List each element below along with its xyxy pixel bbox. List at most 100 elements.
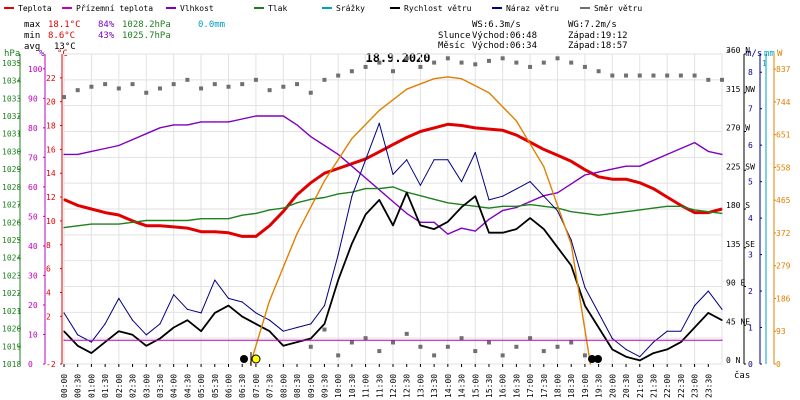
point-5-9 xyxy=(185,77,190,82)
axis-label-dir-7: 315 NW xyxy=(726,85,755,94)
point-3-19 xyxy=(323,323,326,325)
sun-moon-markers xyxy=(240,352,602,366)
x-tick-label-39: 19:30 xyxy=(595,374,604,398)
point-5-24 xyxy=(391,69,395,74)
axis-label-hpa-3: 1021 xyxy=(2,307,21,316)
point-1-34 xyxy=(529,201,531,203)
x-tick-label-44: 22:00 xyxy=(663,374,672,398)
point-3-5 xyxy=(131,334,134,336)
point-4-12 xyxy=(227,297,230,299)
x-tick-label-41: 20:30 xyxy=(622,374,631,398)
x-tick-label-23: 11:30 xyxy=(375,374,384,398)
point-1-12 xyxy=(227,121,230,123)
point-4-11 xyxy=(214,279,216,281)
point-6-14 xyxy=(500,353,505,358)
point-4-8 xyxy=(173,294,175,296)
point-5-4 xyxy=(116,86,121,91)
point-3-35 xyxy=(543,228,545,230)
point-8-0 xyxy=(63,339,65,341)
point-3-4 xyxy=(118,330,120,332)
point-2-17 xyxy=(296,202,298,204)
point-4-23 xyxy=(378,122,380,124)
point-1-30 xyxy=(474,230,476,232)
point-4-10 xyxy=(200,312,202,314)
point-6-2 xyxy=(336,353,341,358)
axis-label-hpa-9: 1027 xyxy=(2,201,21,210)
axis-label-ms-4: 4 xyxy=(748,214,753,223)
point-3-25 xyxy=(406,191,408,194)
point-5-41 xyxy=(624,73,629,78)
point-3-3 xyxy=(104,341,106,343)
point-2-8 xyxy=(173,219,175,222)
point-4-30 xyxy=(474,151,476,154)
point-1-41 xyxy=(625,165,627,167)
point-3-7 xyxy=(159,337,161,340)
axis-label-pct-8: 80 xyxy=(28,124,38,133)
info-moonset: Západ:18:57 xyxy=(568,41,628,51)
axis-label-ms-5: 5 xyxy=(748,178,753,187)
x-tick-label-26: 13:00 xyxy=(416,374,425,398)
point-3-28 xyxy=(447,221,449,223)
x-tick-label-47: 23:30 xyxy=(704,374,713,398)
point-0-24 xyxy=(392,144,394,146)
point-6-13 xyxy=(486,340,491,345)
point-0-8 xyxy=(173,226,175,228)
point-7-9 xyxy=(460,78,463,80)
point-5-32 xyxy=(500,56,505,61)
point-3-45 xyxy=(680,341,682,343)
point-2-19 xyxy=(323,196,326,199)
point-2-15 xyxy=(269,209,271,211)
point-3-1 xyxy=(77,345,79,347)
point-0-1 xyxy=(77,204,79,207)
axis-label-pct-4: 40 xyxy=(28,242,38,251)
point-0-31 xyxy=(488,128,490,130)
point-1-0 xyxy=(63,153,65,155)
point-4-37 xyxy=(570,239,572,241)
point-3-33 xyxy=(515,228,517,230)
axis-label-hpa-14: 1032 xyxy=(2,112,21,121)
point-0-6 xyxy=(145,225,147,227)
point-4-44 xyxy=(666,330,668,332)
axis-label-hpa-15: 1033 xyxy=(2,94,21,103)
point-1-3 xyxy=(104,147,106,150)
x-tick-label-11: 05:30 xyxy=(211,374,220,398)
axis-label-mm-0: 1 xyxy=(762,59,767,68)
point-3-29 xyxy=(460,206,463,208)
point-0-42 xyxy=(639,182,641,184)
x-tick-label-8: 04:00 xyxy=(170,374,179,398)
x-tick-label-22: 11:00 xyxy=(362,374,371,398)
point-1-32 xyxy=(502,209,504,212)
x-tick-label-46: 23:00 xyxy=(691,374,700,398)
point-1-2 xyxy=(90,150,93,153)
point-3-37 xyxy=(570,264,572,267)
point-1-20 xyxy=(337,153,339,155)
point-1-8 xyxy=(173,124,175,126)
point-5-30 xyxy=(473,62,478,67)
point-3-10 xyxy=(200,330,202,332)
point-4-36 xyxy=(556,210,559,212)
point-6-17 xyxy=(541,349,546,354)
x-tick-label-7: 03:30 xyxy=(156,374,165,398)
point-1-33 xyxy=(515,206,517,209)
point-0-26 xyxy=(419,130,422,133)
stats-avg-temp: 13°C xyxy=(54,42,76,52)
axis-label-temp-2: 4 xyxy=(46,288,51,297)
x-tick-label-25: 12:30 xyxy=(403,374,412,398)
x-tick-label-4: 02:00 xyxy=(115,374,124,398)
point-4-22 xyxy=(364,159,367,161)
point-6-18 xyxy=(555,344,560,349)
x-tick-label-6: 03:00 xyxy=(142,374,151,398)
axis-label-pct-5: 50 xyxy=(28,212,38,221)
point-1-7 xyxy=(159,127,161,129)
point-4-39 xyxy=(598,312,600,314)
point-3-41 xyxy=(625,356,627,358)
point-2-18 xyxy=(310,198,312,200)
point-3-47 xyxy=(707,312,709,314)
point-2-3 xyxy=(104,223,106,225)
legend-label-0: Teplota xyxy=(18,4,52,13)
point-3-27 xyxy=(433,228,435,230)
x-tick-label-27: 13:30 xyxy=(430,374,439,398)
point-5-20 xyxy=(336,73,341,78)
point-1-45 xyxy=(680,147,682,150)
point-2-21 xyxy=(351,191,353,193)
